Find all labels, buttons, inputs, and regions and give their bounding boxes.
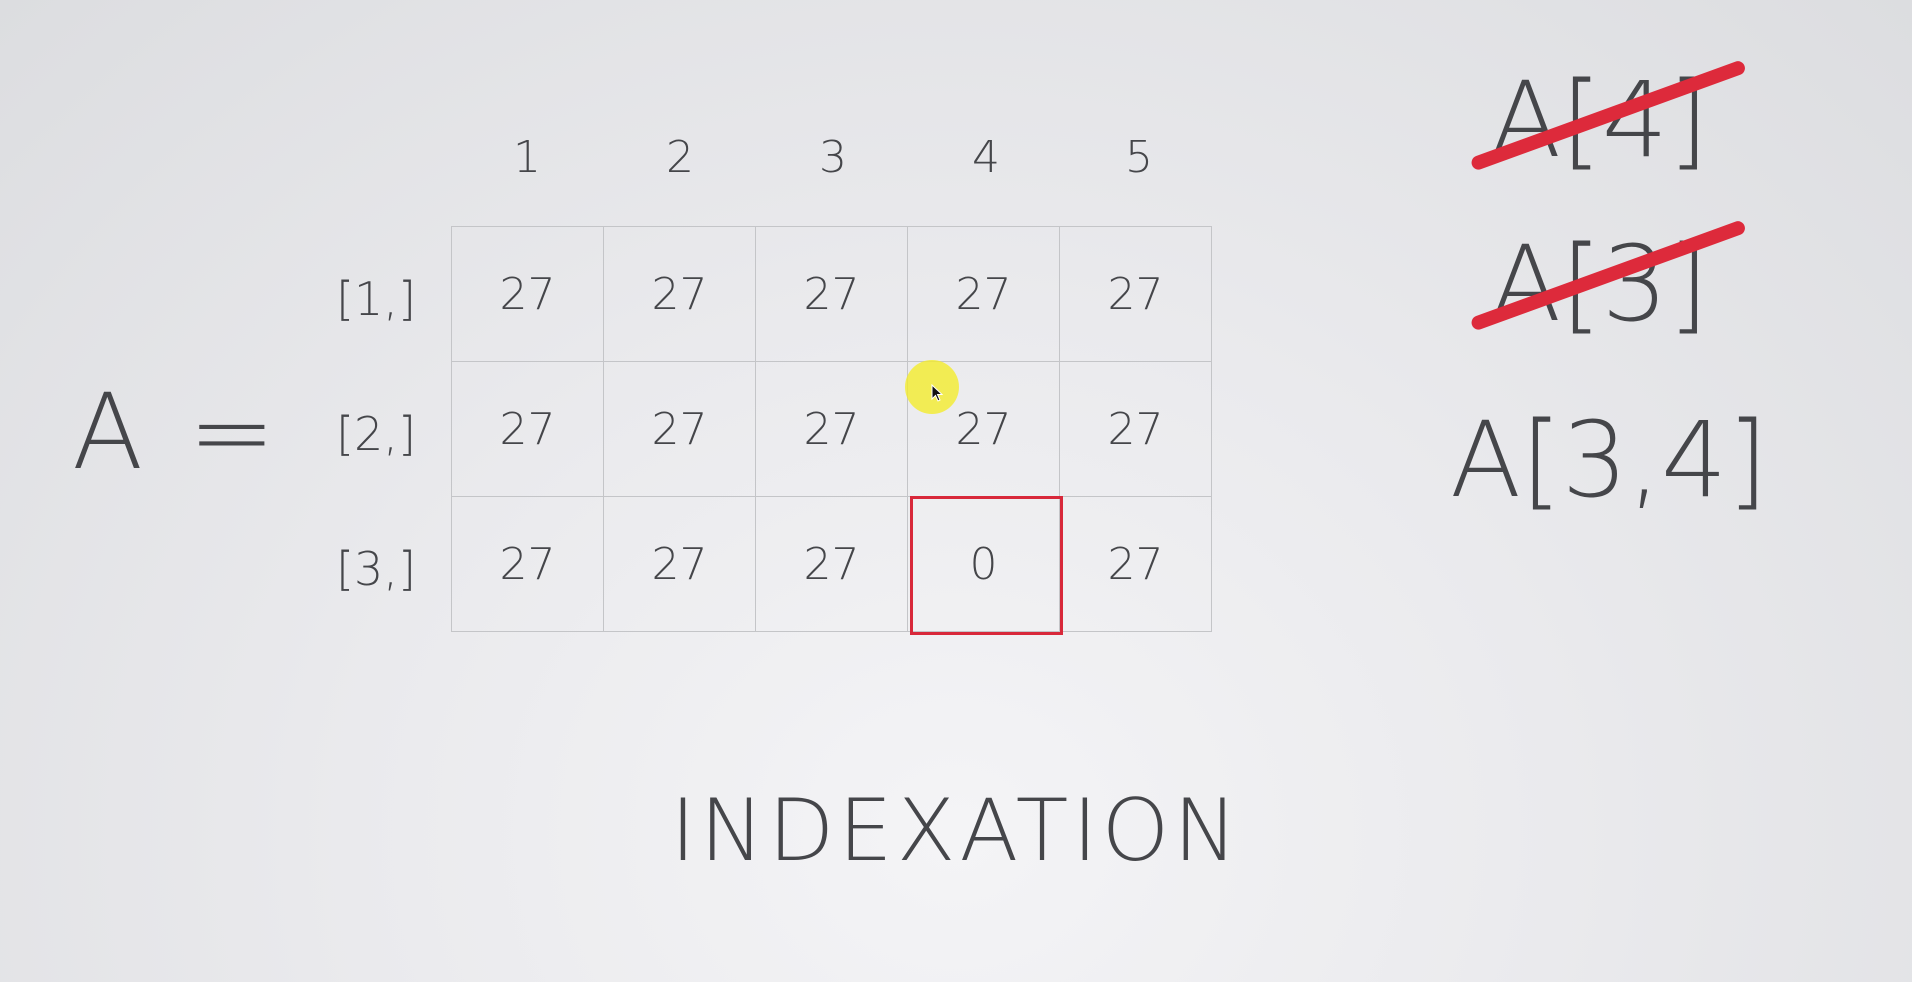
matrix-cell-2-2: 27 bbox=[604, 362, 756, 497]
matrix-grid: 27 27 27 27 27 27 27 27 27 27 27 27 27 0… bbox=[451, 226, 1212, 632]
matrix-cell-1-4: 27 bbox=[908, 227, 1060, 362]
mouse-pointer-icon bbox=[931, 384, 944, 402]
matrix-variable-label: A = bbox=[72, 371, 282, 493]
slide-title: INDEXATION bbox=[670, 781, 1242, 881]
row-header-1: [1,] bbox=[336, 272, 416, 326]
column-header-3: 3 bbox=[819, 132, 847, 183]
matrix-cell-2-5: 27 bbox=[1060, 362, 1212, 497]
matrix-cell-3-1: 27 bbox=[452, 497, 604, 632]
row-header-2: [2,] bbox=[336, 407, 416, 461]
column-header-1: 1 bbox=[513, 132, 541, 183]
matrix-cell-1-3: 27 bbox=[756, 227, 908, 362]
matrix-cell-2-1: 27 bbox=[452, 362, 604, 497]
matrix-cell-1-5: 27 bbox=[1060, 227, 1212, 362]
matrix-cell-3-5: 27 bbox=[1060, 497, 1212, 632]
column-header-2: 2 bbox=[666, 132, 694, 183]
matrix-cell-3-2: 27 bbox=[604, 497, 756, 632]
matrix-cell-1-1: 27 bbox=[452, 227, 604, 362]
column-header-5: 5 bbox=[1125, 132, 1153, 183]
matrix-cell-2-3: 27 bbox=[756, 362, 908, 497]
matrix-cell-1-2: 27 bbox=[604, 227, 756, 362]
row-header-3: [3,] bbox=[336, 542, 416, 596]
matrix-cell-3-4: 0 bbox=[908, 497, 1060, 632]
highlighted-cell-frame bbox=[910, 496, 1063, 635]
notation-a-3-4: A[3,4] bbox=[1450, 399, 1768, 521]
matrix-cell-3-3: 27 bbox=[756, 497, 908, 632]
column-header-4: 4 bbox=[972, 132, 1000, 183]
